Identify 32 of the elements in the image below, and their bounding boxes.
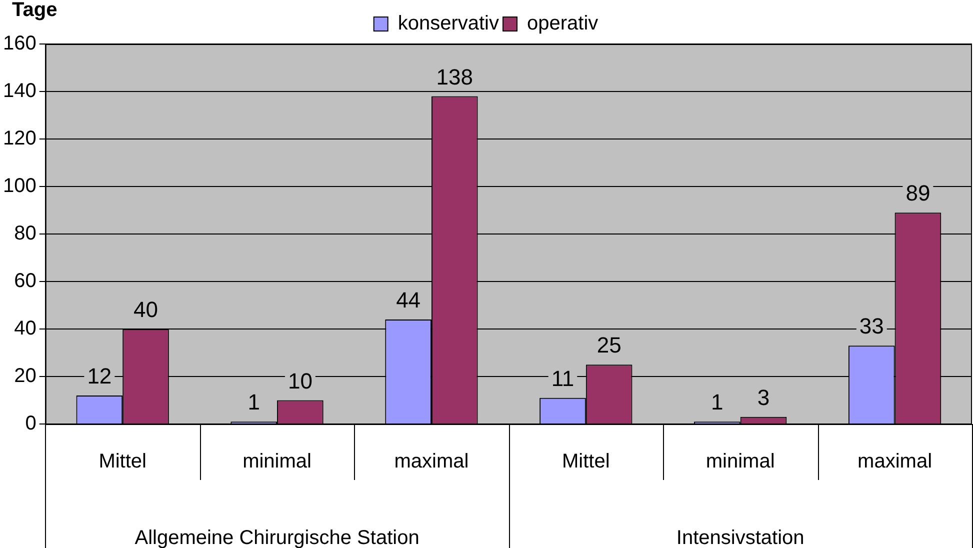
legend-label: konservativ: [398, 12, 500, 35]
x-tick-label: maximal: [394, 450, 469, 473]
data-label: 12: [87, 364, 112, 388]
legend-label: operativ: [527, 12, 598, 35]
data-label: 1: [248, 390, 260, 415]
y-tick-label: 20: [14, 365, 36, 388]
data-label: 3: [757, 384, 770, 410]
text: Allgemeine Chirurgische Station: [134, 527, 420, 548]
y-axis-title: Tage: [12, 0, 58, 21]
data-label: 138: [436, 64, 473, 90]
y-tick-label: 80: [14, 222, 36, 245]
data-label: 25: [596, 332, 622, 358]
text: Intensivstation: [676, 527, 804, 548]
data-label: 40: [134, 297, 158, 322]
y-tick-label: 60: [14, 270, 36, 292]
data-label: 10: [288, 368, 312, 394]
x-tick-label: Mittel: [562, 450, 610, 473]
data-label: 1: [711, 390, 724, 415]
x-tick-label: minimal: [706, 450, 775, 473]
x-tick-label: maximal: [858, 450, 932, 473]
x-tick-label: minimal: [242, 450, 312, 473]
y-tick-label: 160: [2, 32, 36, 55]
y-tick-label: 40: [14, 318, 36, 340]
data-label: 89: [906, 180, 930, 206]
data-label: 11: [551, 366, 574, 391]
y-tick-label: 100: [2, 175, 36, 198]
y-tick-label: 120: [2, 128, 36, 150]
y-tick-label: 0: [25, 412, 36, 435]
data-label: 44: [396, 288, 421, 312]
data-label: 33: [859, 314, 884, 339]
y-tick-label: 140: [2, 80, 36, 102]
x-tick-label: Mittel: [98, 450, 146, 473]
